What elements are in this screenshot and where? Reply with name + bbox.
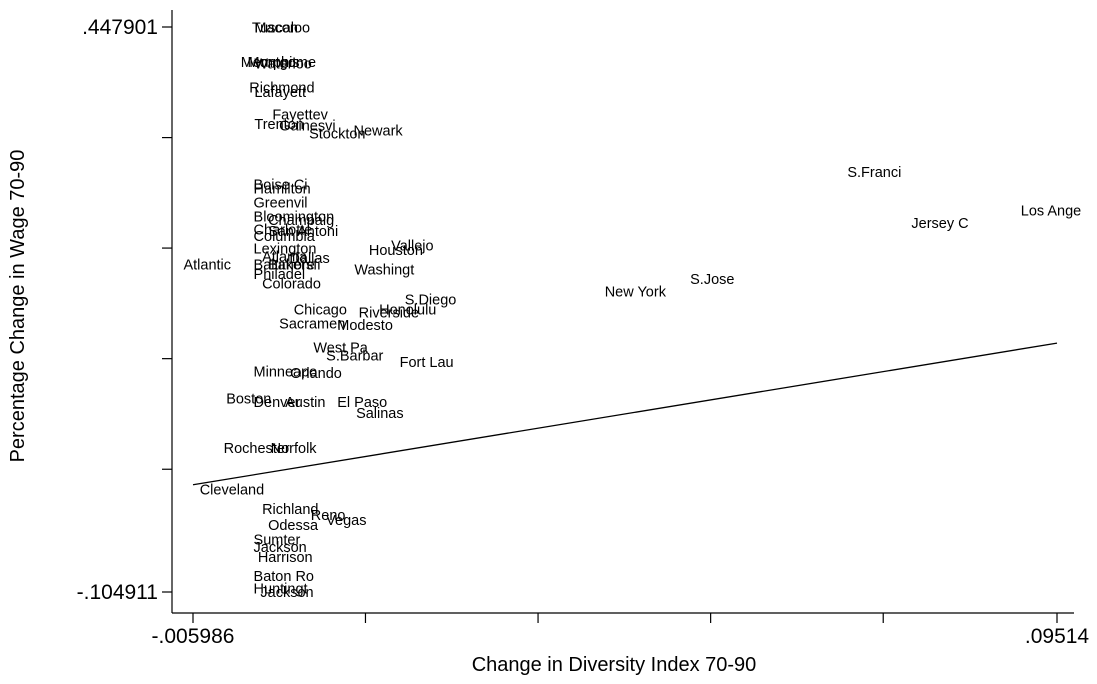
point-label: Sacramen xyxy=(279,317,345,333)
point-label: Gainesvi xyxy=(279,119,335,135)
point-label: S.Jose xyxy=(690,272,734,288)
point-label: Hamilton xyxy=(254,182,311,198)
point-label: Colorado xyxy=(262,277,321,293)
point-label: Cleveland xyxy=(200,483,265,499)
point-label: Modesto xyxy=(337,318,393,334)
x-axis-title: Change in Diversity Index 70-90 xyxy=(472,654,757,676)
point-label: Fayettev xyxy=(272,107,328,123)
y-axis-title: Percentage Change in Wage 70-90 xyxy=(7,150,29,463)
point-label: Trenton xyxy=(254,117,303,133)
point-label: New York xyxy=(605,285,667,301)
fit-line-group xyxy=(192,342,1058,486)
point-label: Champaig xyxy=(268,213,334,229)
point-label: Riverside xyxy=(359,305,419,321)
point-label: Boise Ci xyxy=(254,178,308,194)
point-label: Honolulu xyxy=(379,302,436,318)
x-tick-label: -.005986 xyxy=(152,625,235,648)
point-label: Philadel xyxy=(254,267,306,283)
point-label: S.Franci xyxy=(847,165,901,181)
point-label: Minneapo xyxy=(254,365,318,381)
point-label: Memphis xyxy=(241,55,300,71)
point-label: Richmond xyxy=(249,80,314,96)
point-label: Bloomington xyxy=(254,210,335,226)
point-label: S.Diego xyxy=(405,293,457,309)
point-label: Huntingt xyxy=(254,582,308,598)
point-label: Richland xyxy=(262,502,318,518)
point-label: Atlantic xyxy=(183,258,231,274)
point-label: Atlanta xyxy=(262,250,308,266)
point-label: Lexington xyxy=(254,242,317,258)
point-label: Denver xyxy=(254,395,301,411)
point-label: Tuscaloo xyxy=(252,20,310,36)
point-label: San Antoni xyxy=(268,224,338,240)
point-label: Rochester xyxy=(224,441,290,457)
point-label: Vegas xyxy=(326,513,366,529)
point-label: Houston xyxy=(369,243,423,259)
point-label: Sumter xyxy=(254,532,301,548)
point-label: Montgome xyxy=(248,55,317,71)
point-label: Baltimore xyxy=(254,258,315,274)
point-label: Macon xyxy=(254,20,298,36)
point-label: Dallas xyxy=(289,251,329,267)
point-label: Salinas xyxy=(356,406,404,422)
point-label: Boston xyxy=(226,392,271,408)
point-label: Bakersfi xyxy=(268,258,320,274)
point-label: Waterloo xyxy=(254,56,311,72)
x-tick-label: .09514 xyxy=(1025,625,1090,648)
point-label: Odessa xyxy=(268,518,319,534)
y-tick-label: -.104911 xyxy=(77,581,158,604)
y-tick-label: .447901 xyxy=(82,16,158,39)
point-label: Los Ange xyxy=(1021,203,1081,219)
point-label: Jackson xyxy=(260,585,313,601)
point-label: Washingt xyxy=(354,262,414,278)
point-label: Jackson xyxy=(254,540,307,556)
point-label: Orlando xyxy=(290,366,342,382)
point-label: Charlotte xyxy=(254,222,313,238)
fit-line xyxy=(192,342,1058,486)
point-label: Lafayett xyxy=(254,85,306,101)
point-label: Harrison xyxy=(258,550,313,566)
point-label: Norfolk xyxy=(271,441,318,457)
point-label: Newark xyxy=(354,123,404,139)
point-label: Chicago xyxy=(294,302,347,318)
axes: .447901 -.104911 -.005986 .09514 xyxy=(77,10,1090,648)
point-label: El Paso xyxy=(337,395,387,411)
point-label: Reno xyxy=(311,508,346,524)
point-label: Austin xyxy=(285,395,325,411)
point-label: Jersey C xyxy=(911,216,968,232)
point-label: Baton Ro xyxy=(254,569,314,585)
point-label: S.Barbar xyxy=(326,349,383,365)
point-label: Greenvil xyxy=(254,195,308,211)
point-label: Fort Lau xyxy=(400,355,454,371)
point-label: Vallejo xyxy=(391,238,433,254)
point-label: Stockton xyxy=(309,127,365,143)
point-label: West Pa xyxy=(313,341,368,357)
point-label: Columbia xyxy=(254,229,316,245)
